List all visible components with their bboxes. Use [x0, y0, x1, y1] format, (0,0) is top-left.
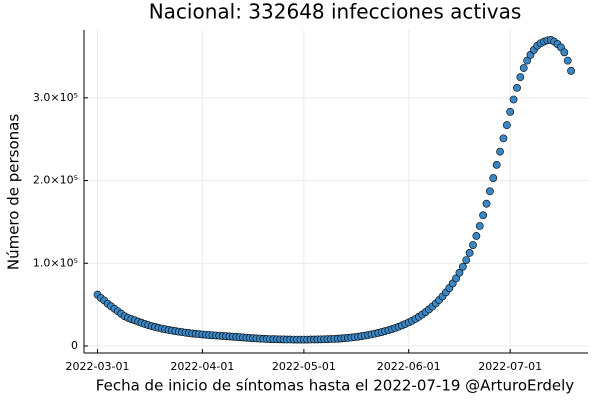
- point: [479, 211, 488, 220]
- point: [506, 107, 515, 116]
- y-tick-label: 0: [71, 339, 78, 352]
- point: [519, 64, 528, 72]
- point: [502, 121, 511, 130]
- point: [499, 134, 508, 143]
- point: [563, 56, 572, 65]
- y-axis-label: Número de personas: [5, 114, 23, 270]
- y-tick-label: 2.0×10⁵: [33, 174, 78, 187]
- x-axis-label: Fecha de inicio de síntomas hasta el 202…: [96, 377, 575, 395]
- point: [509, 95, 518, 104]
- point: [523, 56, 532, 65]
- point: [472, 232, 481, 240]
- x-tick-label: 2022-07-01: [478, 360, 542, 373]
- y-tick-label: 3.0×10⁵: [33, 91, 78, 104]
- x-tick-label: 2022-05-01: [272, 360, 336, 373]
- point: [513, 84, 521, 92]
- point: [452, 274, 460, 283]
- point: [492, 160, 501, 169]
- x-tick-label: 2022-06-01: [377, 360, 441, 373]
- point: [567, 66, 575, 75]
- x-tick-label: 2022-04-01: [170, 360, 234, 373]
- point: [516, 73, 525, 82]
- point: [496, 147, 504, 156]
- point: [486, 187, 494, 196]
- point: [482, 199, 491, 208]
- x-tick-label: 2022-03-01: [66, 360, 130, 373]
- point: [465, 249, 474, 257]
- point: [489, 174, 498, 182]
- point: [458, 262, 467, 271]
- point: [475, 222, 484, 230]
- point: [469, 241, 477, 249]
- point: [455, 268, 464, 277]
- chart-title: Nacional: 332648 infecciones activas: [149, 0, 522, 24]
- y-tick-label: 1.0×10⁵: [33, 256, 78, 269]
- point: [462, 256, 471, 265]
- point: [560, 48, 569, 57]
